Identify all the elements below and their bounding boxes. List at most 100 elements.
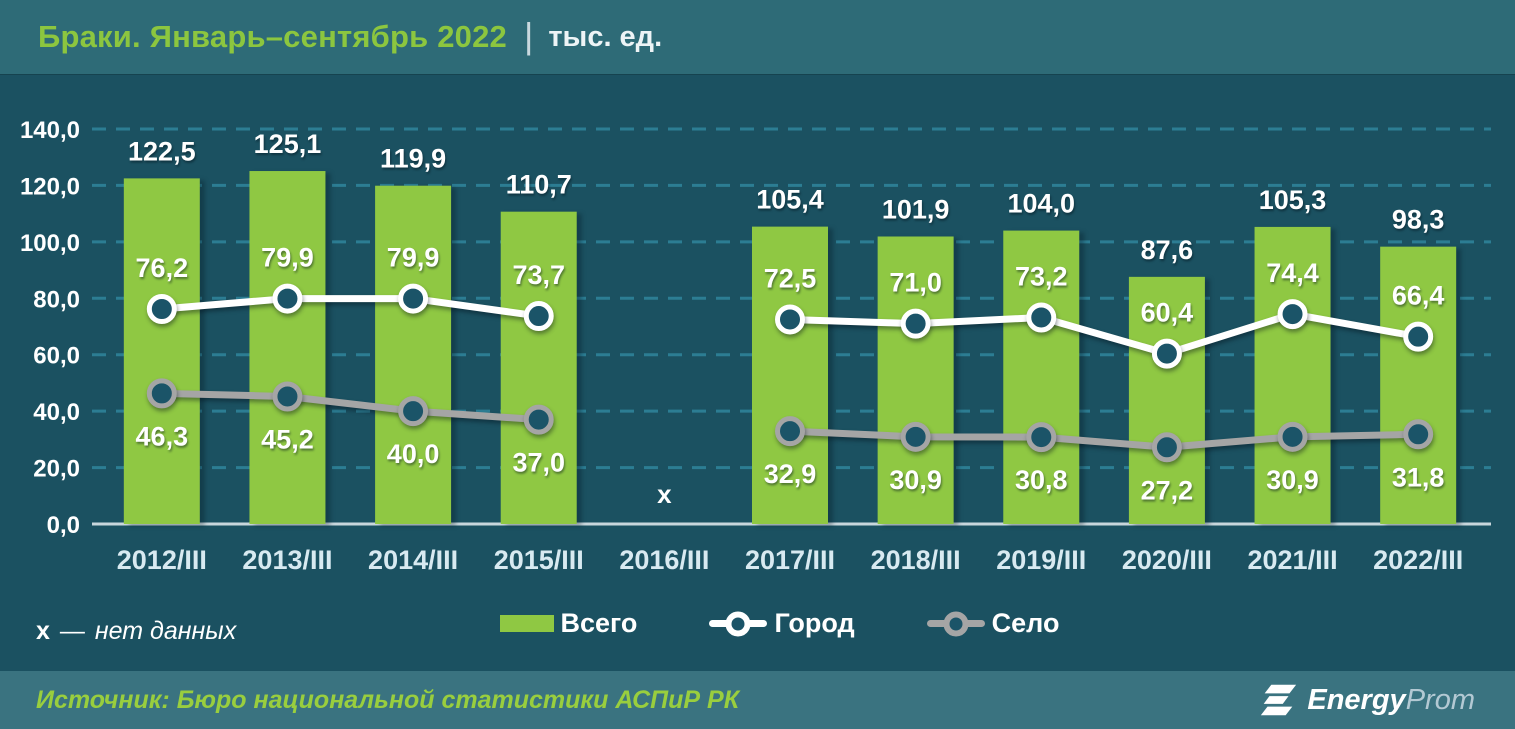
village-value-label: 30,9 (1266, 465, 1319, 495)
source-text: Источник: Бюро национальной статистики А… (36, 685, 740, 714)
y-tick-label: 100,0 (20, 230, 80, 257)
combo-chart: 0,0 20,0 40,0 60,0 80,0 100,0 120,0 140,0 2012/I… (20, 117, 1491, 575)
x-tick-label: 2016/III (619, 545, 709, 575)
bar-value-label: 105,4 (756, 185, 824, 215)
city-marker (1026, 302, 1057, 333)
legend: Всего Город Село (22, 608, 1515, 639)
bar-value-label: 105,3 (1259, 185, 1327, 215)
header: Браки. Январь–сентябрь 2022 | тыс. ед. (0, 0, 1515, 75)
legend-village-dot (943, 611, 969, 636)
city-marker (272, 283, 303, 314)
y-tick-label: 40,0 (33, 399, 80, 426)
bar-value-label: 125,1 (254, 129, 322, 159)
x-tick-label: 2020/III (1122, 545, 1212, 575)
x-tick-label: 2021/III (1248, 545, 1338, 575)
village-value-label: 30,9 (889, 465, 942, 495)
city-value-label: 79,9 (387, 243, 440, 273)
bar-2012/III (123, 178, 200, 524)
city-marker (1277, 299, 1308, 330)
city-line (158, 295, 543, 320)
city-value-label: 71,0 (889, 268, 942, 298)
city-marker (146, 294, 177, 325)
y-tick-label: 0,0 (47, 512, 80, 539)
village-marker (775, 416, 805, 447)
bar-value-label: 104,0 (1007, 189, 1075, 219)
bar-2018/III (877, 236, 954, 524)
city-line (786, 310, 1422, 358)
legend-total-swatch (499, 615, 554, 632)
y-tick-label: 80,0 (33, 286, 80, 313)
city-value-label: 72,5 (764, 263, 817, 293)
bar-value-label: 101,9 (882, 194, 950, 224)
missing-data-marker: x (657, 479, 672, 509)
legend-city-dot (725, 611, 751, 636)
village-value-label: 40,0 (387, 439, 440, 469)
city-marker (398, 283, 429, 314)
village-line (158, 389, 543, 424)
village-value-label: 31,8 (1392, 462, 1445, 492)
x-tick-label: 2013/III (242, 545, 332, 575)
bar-value-label: 110,7 (506, 170, 572, 200)
x-tick-label: 2018/III (871, 545, 961, 575)
legend-village-label: Село (991, 608, 1060, 638)
village-marker (1403, 419, 1434, 450)
city-value-label: 73,2 (1015, 261, 1068, 291)
village-value-label: 27,2 (1141, 475, 1194, 505)
footer: Источник: Бюро национальной статистики А… (0, 671, 1515, 729)
no-data-note-marker: х (36, 617, 50, 645)
no-data-note: х — нет данных (36, 617, 236, 646)
y-tick-label: 20,0 (33, 456, 80, 483)
x-tick-label: 2022/III (1373, 545, 1463, 575)
bar-2013/III (249, 171, 326, 524)
village-marker (146, 378, 177, 409)
city-marker (775, 304, 805, 335)
x-tick-label: 2017/III (745, 545, 835, 575)
bar-2015/III (500, 211, 577, 525)
village-marker (272, 381, 303, 412)
bar-2017/III (752, 226, 828, 524)
city-value-label: 66,4 (1392, 281, 1445, 311)
bar-2019/III (1003, 230, 1080, 525)
bar-2021/III (1254, 226, 1331, 524)
village-marker (523, 404, 554, 435)
y-tick-label: 60,0 (33, 343, 80, 370)
bar-value-label: 122,5 (128, 136, 196, 166)
x-tick-label: 2019/III (996, 545, 1086, 575)
legend-item-village: Село (926, 608, 1060, 639)
logo-prom-text: Prom (1405, 683, 1475, 716)
x-tick-label: 2015/III (494, 545, 584, 575)
village-value-label: 46,3 (136, 421, 189, 451)
legend-item-total: Всего (499, 608, 637, 639)
legend-city-line-marker (709, 611, 768, 636)
chart-area: 0,0 20,0 40,0 60,0 80,0 100,0 120,0 140,0 2012/I… (0, 75, 1515, 671)
village-marker (1026, 422, 1057, 453)
city-marker (523, 301, 554, 332)
city-value-label: 76,2 (136, 253, 189, 283)
bar-value-label: 119,9 (380, 144, 446, 174)
village-marker (398, 396, 429, 427)
legend-item-city: Город (709, 608, 855, 639)
bar-value-label: 98,3 (1392, 205, 1445, 235)
village-value-label: 37,0 (512, 448, 565, 478)
energyprom-logo: Energy Prom (1257, 679, 1475, 721)
village-value-label: 30,8 (1015, 465, 1068, 495)
title-separator: | (523, 14, 534, 56)
city-marker (900, 308, 931, 339)
village-marker (1277, 421, 1308, 452)
bar-value-label: 87,6 (1141, 235, 1194, 265)
title-units: тыс. ед. (548, 20, 663, 53)
city-marker (1151, 338, 1182, 369)
village-marker (900, 421, 931, 452)
x-tick-label: 2014/III (368, 545, 458, 575)
bar-2020/III (1128, 276, 1205, 524)
legend-city-label: Город (774, 608, 855, 638)
y-tick-label: 140,0 (20, 117, 80, 144)
bar-2022/III (1380, 246, 1457, 524)
no-data-note-text: нет данных (94, 617, 237, 645)
bar-2014/III (375, 185, 452, 524)
city-marker (1403, 321, 1434, 352)
city-value-label: 79,9 (261, 243, 314, 273)
village-line (786, 427, 1422, 451)
city-value-label: 74,4 (1266, 258, 1319, 288)
